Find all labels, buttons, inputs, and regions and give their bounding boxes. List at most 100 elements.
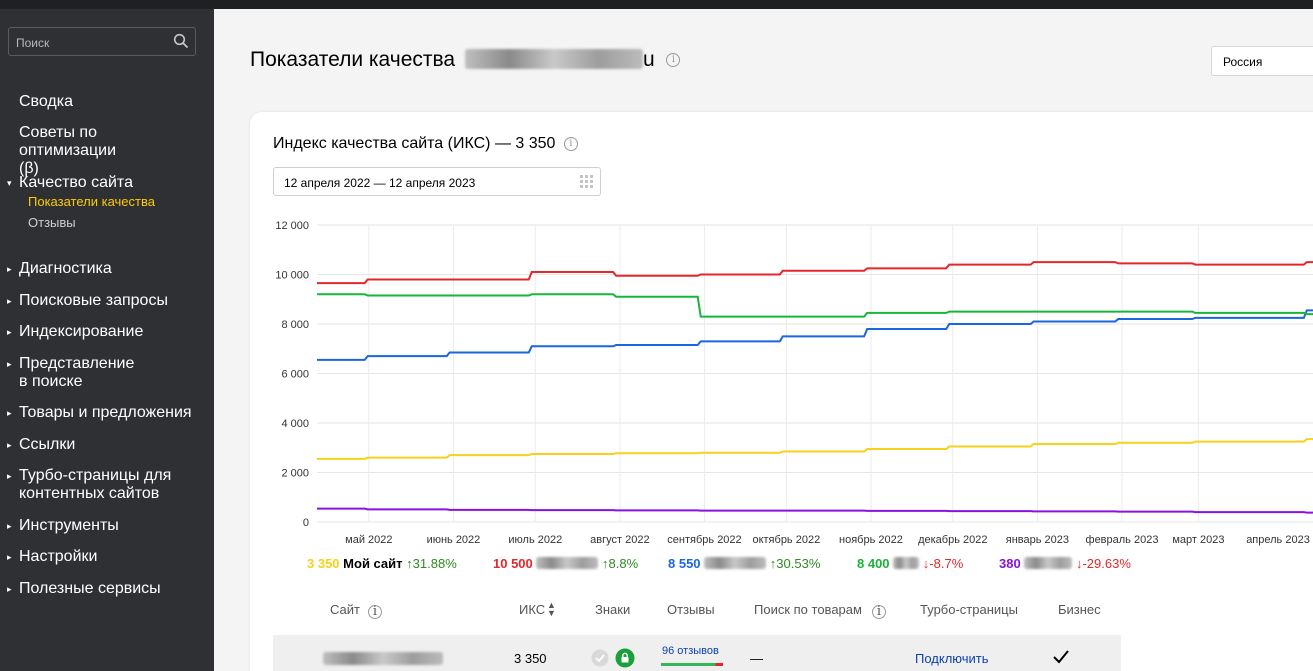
calendar-icon[interactable] [579, 174, 594, 189]
sidebar-item[interactable]: ▸ Полезные сервисы [7, 580, 161, 598]
sidebar-item[interactable]: ▸ Товары и предложения [7, 404, 192, 422]
info-icon[interactable]: i [368, 605, 382, 619]
legend-name: Мой сайт [343, 556, 403, 571]
chevron-icon: ▸ [7, 327, 12, 337]
reviews-link[interactable]: 96 отзывов [662, 645, 719, 657]
sidebar: Поиск Сводка Советы по оптимизации (β) ▾ Ка… [0, 9, 214, 671]
iks-card: Индекс качества сайта (ИКС) — 3 350 i 12… [250, 112, 1313, 671]
sidebar-item-label: Товары и предложения [19, 404, 192, 421]
x-tick-label: июнь 2022 [427, 534, 481, 546]
series-line-4[interactable] [317, 507, 1313, 514]
region-select[interactable]: Россия ▴▾ [1211, 46, 1313, 76]
sidebar-item[interactable]: ▸ Диагностика [7, 260, 112, 278]
sort-icon[interactable]: ▲ ▼ [547, 600, 556, 618]
sidebar-item[interactable]: ▸ Поисковые запросы [7, 292, 168, 310]
x-tick-label: июль 2022 [508, 534, 562, 546]
sidebar-subitem[interactable]: Отзывы [28, 215, 76, 230]
sidebar-item-label: Сводка [19, 93, 74, 110]
card-title: Индекс качества сайта (ИКС) — 3 350 i [273, 135, 578, 153]
sidebar-item[interactable]: ▾ Качество сайта [7, 174, 133, 192]
page-title-suffix: u [642, 48, 655, 71]
x-tick-label: февраль 2023 [1086, 534, 1159, 546]
blurred-competitor-name [536, 557, 599, 569]
sidebar-subitem[interactable]: Показатели качества [28, 194, 155, 209]
y-tick-label: 12 000 [275, 220, 309, 232]
chevron-icon: ▸ [7, 296, 12, 306]
top-bar [0, 0, 1313, 9]
x-tick-label: ноябрь 2022 [839, 534, 903, 546]
search-input[interactable]: Поиск [8, 27, 196, 56]
x-tick-label: май 2022 [345, 534, 392, 546]
sidebar-item-label: Индексирование [19, 323, 144, 340]
iks-line-chart: 0 2 000 4 000 6 000 8 000 10 000 12 000 май 202… [275, 220, 1313, 546]
legend-change: ↓-29.63% [1075, 556, 1131, 571]
secure-lock-icon [615, 648, 635, 668]
x-tick-label: август 2022 [590, 534, 649, 546]
x-tick-label: январь 2023 [1006, 534, 1069, 546]
sidebar-item-label: Ссылки [19, 436, 76, 453]
legend-value: 8 550 [668, 556, 701, 571]
turbo-connect-link[interactable]: Подключить [915, 651, 989, 666]
reviews-rating-bar [661, 663, 723, 666]
blurred-competitor-name [1024, 557, 1073, 569]
sidebar-item[interactable]: Сводка [19, 93, 73, 111]
table-header-cell[interactable]: Бизнес [1058, 602, 1101, 617]
sidebar-item-label: Настройки [19, 548, 98, 565]
chevron-icon: ▸ [7, 408, 12, 418]
sidebar-item[interactable]: ▸ Ссылки [7, 436, 76, 454]
table-header-cell[interactable]: Знаки [595, 602, 631, 617]
table-header-cell[interactable]: ИКС [519, 602, 546, 617]
sidebar-item[interactable]: ▸ Индексирование [7, 323, 144, 341]
legend-item[interactable]: 10 500 ↑8.8% [493, 556, 638, 571]
blurred-site-url [464, 49, 643, 69]
blurred-competitor-name [704, 557, 767, 569]
series-line-1[interactable] [317, 261, 1313, 285]
legend-change: ↑31.88% [406, 556, 457, 571]
info-icon[interactable]: i [666, 53, 681, 68]
date-range-picker[interactable]: 12 апреля 2022 — 12 апреля 2023 [273, 167, 601, 196]
sidebar-item[interactable]: ▸ Инструменты [7, 517, 119, 535]
legend-item[interactable]: 3 350 Мой сайт ↑31.88% [307, 556, 457, 571]
sidebar-item[interactable]: ▸ Турбо-страницы для контентных сайтов [7, 467, 189, 503]
sidebar-item-label: Качество сайта [19, 174, 133, 191]
legend-value: 8 400 [857, 556, 890, 571]
iks-value: 3 350 [514, 651, 547, 666]
sidebar-item-label: Поисковые запросы [19, 292, 168, 309]
info-icon[interactable]: i [563, 136, 578, 151]
table-header-cell[interactable]: Отзывы [667, 602, 715, 617]
y-tick-label: 8 000 [281, 319, 309, 331]
blurred-site-name[interactable] [323, 652, 443, 665]
search-icon[interactable] [173, 33, 189, 49]
table-header-cell[interactable]: Поиск по товарам [754, 602, 862, 617]
legend-item[interactable]: 8 400 ↓-8.7% [857, 556, 963, 571]
table-header-cell[interactable]: Турбо-страницы [920, 602, 1018, 617]
chevron-icon: ▸ [7, 471, 12, 481]
series-line-0[interactable] [317, 438, 1313, 460]
chevron-icon: ▸ [7, 359, 12, 369]
info-icon[interactable]: i [872, 605, 886, 619]
sidebar-item-label: Представление в поиске [19, 355, 135, 390]
region-value: Россия [1223, 55, 1263, 69]
chevron-icon: ▸ [7, 584, 12, 594]
legend-value: 3 350 [307, 556, 340, 571]
main-content: Показатели качества u i Россия ▴▾ Индекс… [214, 9, 1313, 671]
date-range-value: 12 апреля 2022 — 12 апреля 2023 [284, 176, 476, 190]
chevron-icon: ▸ [7, 521, 12, 531]
search-placeholder: Поиск [16, 36, 50, 50]
legend-item[interactable]: 8 550 ↑30.53% [668, 556, 820, 571]
x-tick-label: декабрь 2022 [918, 534, 987, 546]
chevron-icon: ▸ [7, 264, 12, 274]
chevron-icon: ▾ [7, 178, 12, 188]
sidebar-item-label: Советы по оптимизации (β) [19, 124, 117, 177]
series-line-3[interactable] [317, 293, 1313, 318]
series-line-2[interactable] [317, 309, 1313, 361]
sidebar-item[interactable]: ▸ Настройки [7, 548, 98, 566]
sidebar-item-label: Полезные сервисы [19, 580, 161, 597]
legend-item[interactable]: 380 ↓-29.63% [999, 556, 1131, 571]
checkmark-icon [1053, 650, 1069, 664]
sidebar-item[interactable]: Советы по оптимизации (β) [19, 124, 139, 178]
table-row: 3 350 96 отзывов — Подключить [273, 635, 1121, 671]
table-header-cell[interactable]: Сайт [330, 602, 360, 617]
sidebar-item[interactable]: ▸ Представление в поиске [7, 355, 144, 391]
legend-value: 10 500 [493, 556, 533, 571]
